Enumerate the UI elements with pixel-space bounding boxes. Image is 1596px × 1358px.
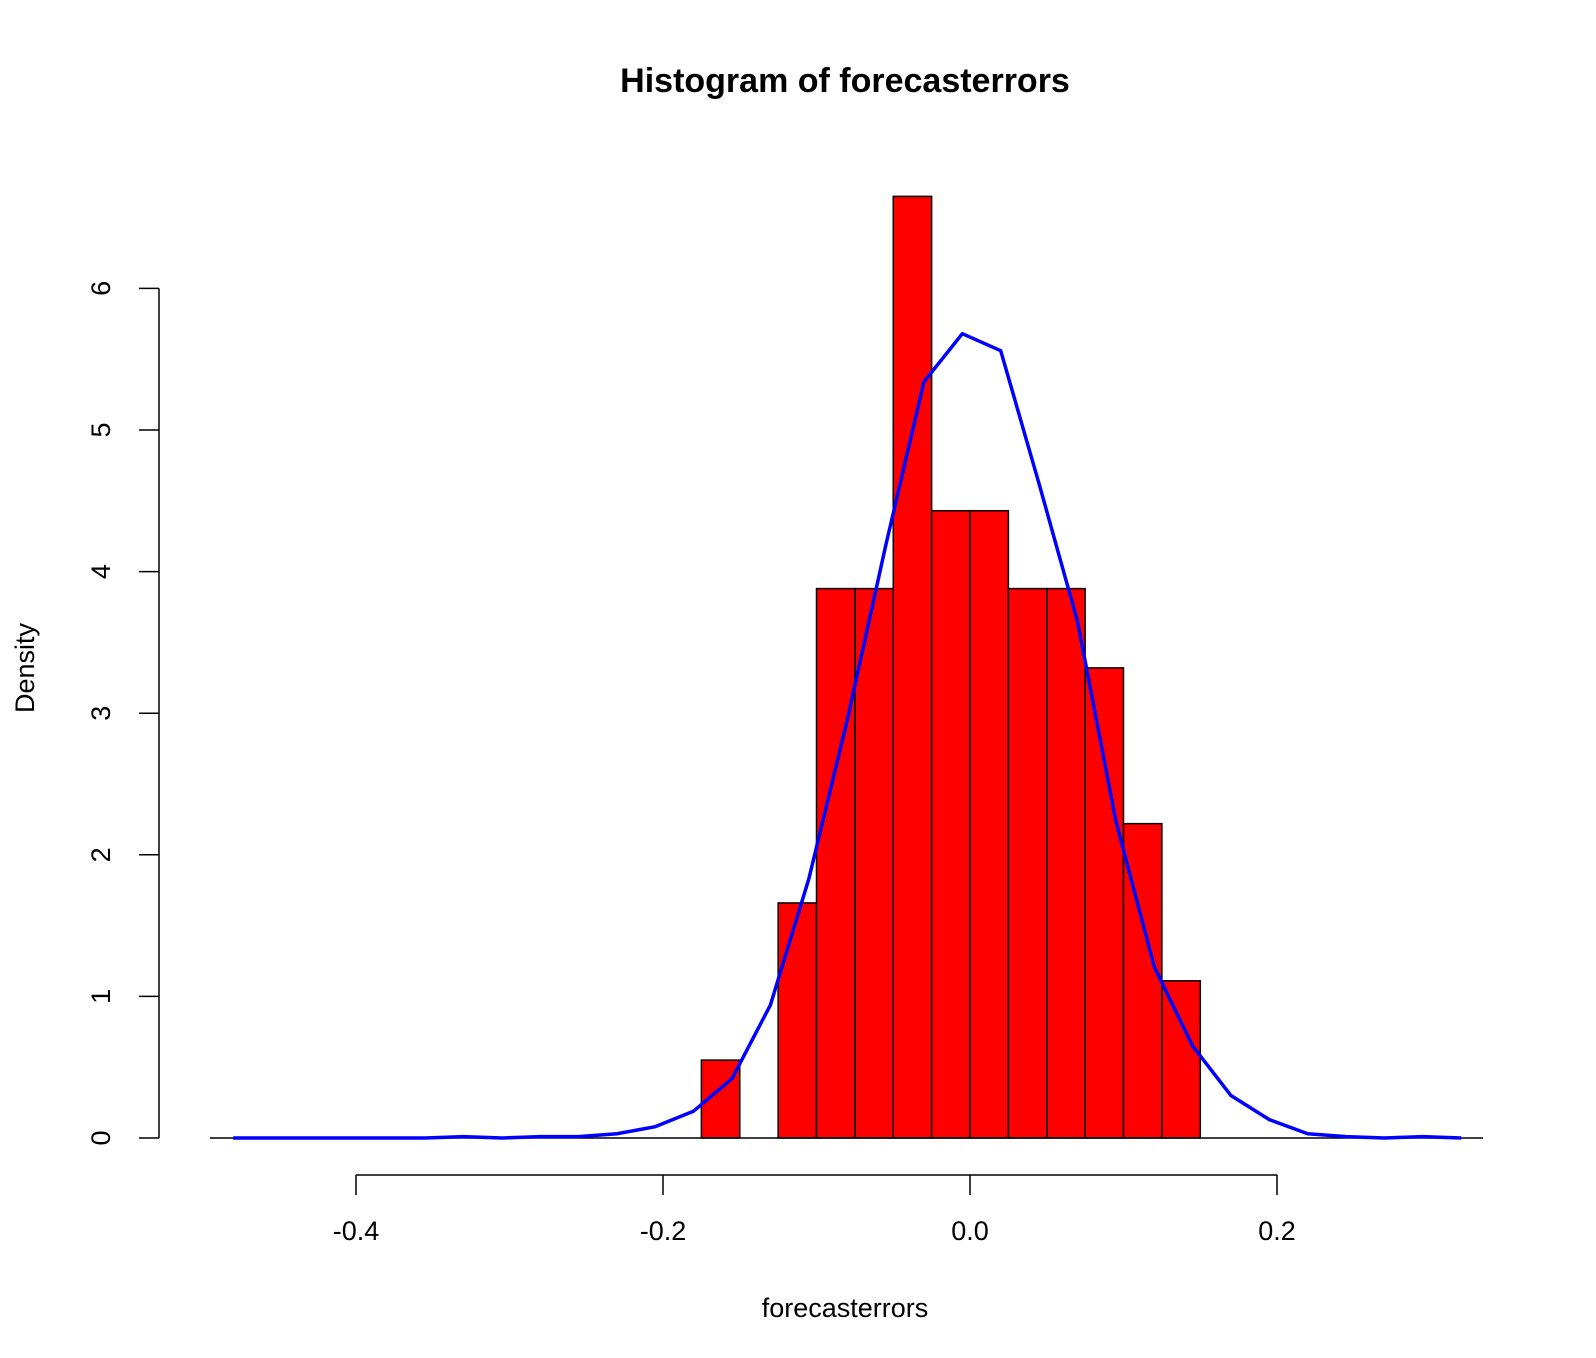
y-tick-label: 0 [86,1130,116,1145]
density-line [233,331,1462,1140]
histogram-bar [1161,980,1202,1139]
y-tick-label: 4 [86,564,116,579]
histogram-bar [815,587,856,1139]
histogram-bar [777,902,818,1139]
histogram-bar [930,509,971,1139]
y-axis: 0 1 2 3 4 5 6 [86,281,160,1146]
histogram-bar [854,587,895,1139]
y-tick-label: 1 [86,989,116,1004]
density-curve [233,331,1462,1140]
y-axis-label: Density [10,622,40,713]
x-tick-label: -0.4 [333,1216,380,1246]
y-tick-label: 6 [86,281,116,296]
x-axis-label: forecasterrors [762,1293,929,1323]
y-tick-label: 5 [86,422,116,437]
chart-title: Histogram of forecasterrors [620,62,1070,100]
histogram-bars [210,195,1483,1139]
histogram-bar [892,195,933,1139]
y-tick-label: 2 [86,847,116,862]
y-tick-label: 3 [86,706,116,721]
x-tick-label: 0.2 [1258,1216,1296,1246]
histogram-bar [1084,667,1125,1139]
histogram-bar [1007,587,1048,1139]
x-axis: -0.4 -0.2 0.0 0.2 [333,1174,1296,1246]
x-tick-label: 0.0 [951,1216,989,1246]
x-tick-label: -0.2 [640,1216,687,1246]
histogram-bar [1046,587,1086,1139]
histogram-bar [969,509,1010,1139]
